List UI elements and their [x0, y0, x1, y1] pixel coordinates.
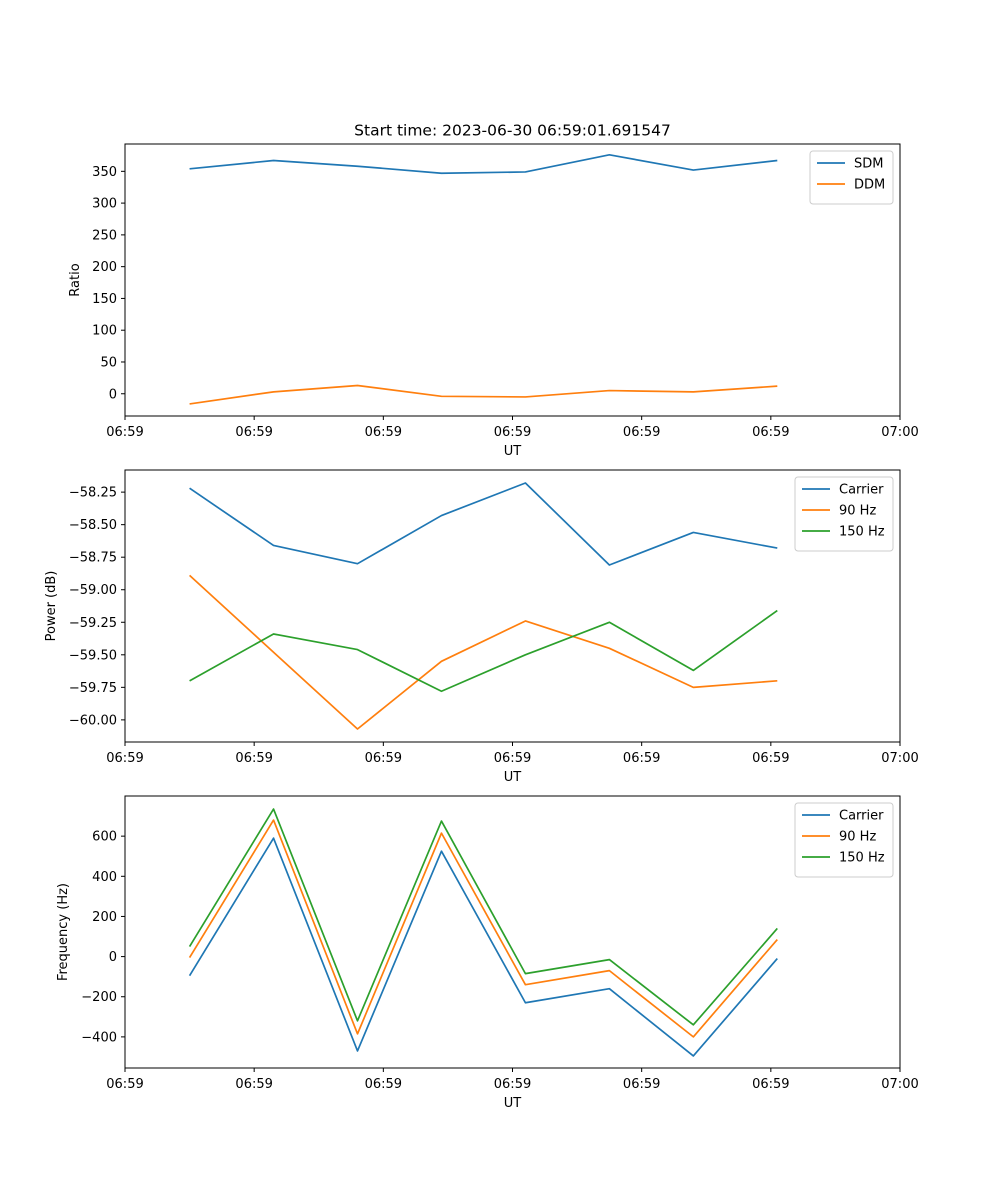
y-tick-label: 150: [92, 292, 117, 307]
x-tick-label: 06:59: [365, 1077, 402, 1092]
y-tick-label: 350: [92, 165, 117, 180]
series-line-150-hz: [188, 808, 778, 1026]
x-tick-label: 06:59: [106, 751, 143, 766]
y-tick-label: 50: [100, 355, 117, 370]
panels: 06:59 06:59 06:59 06:59 06:59 06:59 07:00 0 50 10…: [44, 143, 919, 1111]
x-tick-label: 06:59: [235, 1077, 272, 1092]
y-tick-label: 200: [92, 910, 117, 925]
axes-frame: [124, 469, 901, 743]
y-tick-label: −59.75: [69, 681, 117, 696]
legend: SDM DDM: [809, 150, 894, 205]
x-tick-label: 07:00: [881, 751, 918, 766]
series-line-sdm: [189, 153, 778, 175]
x-tick-label: 06:59: [494, 751, 531, 766]
series-line-90-hz: [188, 819, 778, 1038]
axes-frame: [124, 143, 901, 417]
x-tick-label: 06:59: [752, 425, 789, 440]
chart-panel-2: 06:59 06:59 06:59 06:59 06:59 06:59 07:00 −60.0…: [44, 469, 919, 785]
chart-panel-3: 06:59 06:59 06:59 06:59 06:59 06:59 07:00 −400 −…: [56, 795, 919, 1111]
y-tick-label: −60.00: [69, 713, 117, 728]
y-axis-label: Frequency (Hz): [56, 883, 71, 981]
legend-label: 90 Hz: [839, 830, 876, 845]
x-tick-label: 07:00: [881, 1077, 918, 1092]
series-line-ddm: [189, 384, 778, 405]
y-tick-label: −58.50: [69, 518, 117, 533]
legend-label: 90 Hz: [839, 504, 876, 519]
y-tick-label: 600: [92, 830, 117, 845]
series-line-90-hz: [189, 574, 778, 730]
y-axis-label: Power (dB): [44, 571, 59, 642]
figure-title: Start time: 2023-06-30 06:59:01.691547: [354, 122, 671, 140]
legend-label: Carrier: [839, 483, 884, 498]
x-tick-label: 06:59: [752, 1077, 789, 1092]
legend: Carrier 90 Hz 150 Hz: [794, 802, 894, 878]
x-tick-label: 06:59: [623, 425, 660, 440]
y-tick-label: 0: [109, 950, 117, 965]
y-tick-label: 200: [92, 260, 117, 275]
legend-label: 150 Hz: [839, 525, 885, 540]
x-tick-label: 06:59: [106, 1077, 143, 1092]
x-tick-label: 06:59: [365, 425, 402, 440]
series-line-carrier: [189, 482, 778, 566]
y-tick-label: −59.50: [69, 648, 117, 663]
legend-label: DDM: [854, 178, 885, 193]
x-tick-label: 06:59: [235, 751, 272, 766]
series-line-carrier: [188, 837, 778, 1057]
y-tick-label: −58.75: [69, 551, 117, 566]
x-tick-label: 07:00: [881, 425, 918, 440]
x-tick-label: 06:59: [494, 425, 531, 440]
legend-label: SDM: [854, 157, 883, 172]
y-tick-label: 300: [92, 197, 117, 212]
y-tick-label: −58.25: [69, 486, 117, 501]
y-tick-label: −400: [81, 1030, 117, 1045]
x-tick-label: 06:59: [365, 751, 402, 766]
legend: Carrier 90 Hz 150 Hz: [794, 476, 894, 552]
chart-panel-1: 06:59 06:59 06:59 06:59 06:59 06:59 07:00 0 50 10…: [68, 143, 919, 459]
x-axis-label: UT: [504, 1096, 522, 1111]
y-tick-label: 400: [92, 870, 117, 885]
x-tick-label: 06:59: [494, 1077, 531, 1092]
y-tick-label: 250: [92, 228, 117, 243]
x-axis-label: UT: [504, 444, 522, 459]
x-tick-label: 06:59: [752, 751, 789, 766]
y-tick-label: −59.25: [69, 616, 117, 631]
x-tick-label: 06:59: [235, 425, 272, 440]
x-tick-label: 06:59: [623, 751, 660, 766]
x-axis-label: UT: [504, 770, 522, 785]
axes-frame: [124, 795, 901, 1069]
legend-box: [809, 150, 894, 205]
y-tick-label: 100: [92, 324, 117, 339]
y-tick-label: 0: [109, 387, 117, 402]
series-line-150-hz: [189, 609, 778, 693]
legend-label: Carrier: [839, 809, 884, 824]
legend-label: 150 Hz: [839, 851, 885, 866]
y-tick-label: −59.00: [69, 583, 117, 598]
legend-box: [794, 802, 894, 878]
x-tick-label: 06:59: [106, 425, 143, 440]
legend-box: [794, 476, 894, 552]
y-axis-label: Ratio: [68, 263, 83, 296]
y-tick-label: −200: [81, 990, 117, 1005]
x-tick-label: 06:59: [623, 1077, 660, 1092]
